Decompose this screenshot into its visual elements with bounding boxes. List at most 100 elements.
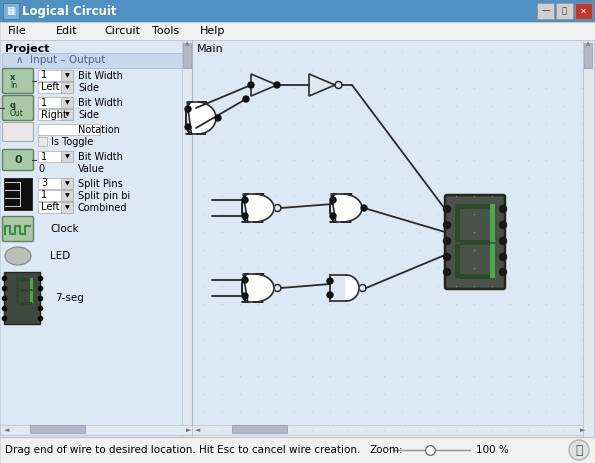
- Text: ▼: ▼: [65, 154, 70, 159]
- Text: ▲: ▲: [185, 41, 189, 46]
- Bar: [460, 204, 490, 209]
- Text: Left: Left: [41, 82, 60, 93]
- Text: Project: Project: [5, 44, 49, 54]
- Text: File: File: [8, 26, 27, 36]
- Text: ▼: ▼: [65, 181, 70, 186]
- Text: 1: 1: [41, 190, 47, 200]
- Circle shape: [443, 221, 450, 229]
- Text: 1: 1: [41, 70, 47, 81]
- FancyBboxPatch shape: [38, 97, 73, 108]
- Text: Side: Side: [78, 83, 99, 93]
- FancyBboxPatch shape: [556, 3, 573, 19]
- Text: Bit Width: Bit Width: [78, 98, 123, 108]
- Text: Value: Value: [78, 164, 105, 174]
- Circle shape: [242, 293, 248, 299]
- FancyBboxPatch shape: [0, 437, 595, 463]
- Circle shape: [185, 106, 191, 112]
- FancyBboxPatch shape: [0, 0, 595, 22]
- Circle shape: [327, 292, 333, 298]
- FancyBboxPatch shape: [0, 425, 192, 435]
- FancyBboxPatch shape: [584, 43, 592, 68]
- Bar: [30, 278, 33, 290]
- Polygon shape: [346, 275, 359, 301]
- Text: 0: 0: [38, 164, 44, 174]
- FancyBboxPatch shape: [583, 40, 594, 441]
- Polygon shape: [242, 274, 274, 302]
- Bar: [460, 274, 490, 279]
- Bar: [20, 278, 32, 281]
- FancyBboxPatch shape: [537, 3, 554, 19]
- Bar: [16, 278, 19, 290]
- Text: Logical Circuit: Logical Circuit: [22, 5, 117, 18]
- Text: 1: 1: [41, 151, 47, 162]
- Text: ►: ►: [580, 427, 585, 433]
- Circle shape: [215, 115, 221, 121]
- Text: Clock: Clock: [50, 224, 79, 234]
- FancyBboxPatch shape: [2, 150, 33, 170]
- Circle shape: [499, 238, 506, 244]
- Text: Right: Right: [41, 110, 67, 119]
- Text: Side: Side: [78, 110, 99, 120]
- Text: ◄: ◄: [4, 427, 10, 433]
- FancyBboxPatch shape: [61, 202, 73, 213]
- Circle shape: [248, 82, 254, 88]
- Text: Left: Left: [41, 202, 60, 213]
- FancyBboxPatch shape: [182, 40, 192, 441]
- Circle shape: [499, 254, 506, 261]
- Text: LED: LED: [50, 251, 70, 261]
- Circle shape: [242, 277, 248, 283]
- Text: ►: ►: [186, 427, 192, 433]
- Text: x: x: [10, 74, 15, 82]
- Circle shape: [242, 213, 248, 219]
- Bar: [16, 291, 19, 303]
- Circle shape: [330, 213, 336, 219]
- Polygon shape: [330, 194, 362, 222]
- Text: Split Pins: Split Pins: [78, 179, 123, 189]
- Circle shape: [242, 197, 248, 203]
- Circle shape: [327, 278, 333, 284]
- Circle shape: [274, 82, 280, 88]
- Bar: [30, 291, 33, 303]
- FancyBboxPatch shape: [2, 123, 33, 142]
- FancyBboxPatch shape: [445, 195, 505, 289]
- FancyBboxPatch shape: [61, 190, 73, 201]
- Circle shape: [443, 206, 450, 213]
- FancyBboxPatch shape: [38, 70, 73, 81]
- Circle shape: [443, 254, 450, 261]
- Text: Zoom:: Zoom:: [370, 445, 403, 455]
- FancyBboxPatch shape: [38, 124, 100, 135]
- Text: ▼: ▼: [65, 100, 70, 105]
- FancyBboxPatch shape: [183, 43, 191, 68]
- Text: Notation: Notation: [78, 125, 120, 135]
- FancyBboxPatch shape: [61, 82, 73, 93]
- FancyBboxPatch shape: [2, 217, 33, 242]
- Bar: [490, 204, 495, 242]
- FancyBboxPatch shape: [61, 178, 73, 189]
- FancyBboxPatch shape: [38, 202, 73, 213]
- Text: ▲: ▲: [586, 41, 590, 46]
- Text: Out: Out: [10, 108, 24, 118]
- Bar: [20, 289, 32, 292]
- Text: Main: Main: [197, 44, 224, 54]
- Text: Drag end of wire to desired location. Hit Esc to cancel wire creation.: Drag end of wire to desired location. Hi…: [5, 445, 361, 455]
- FancyBboxPatch shape: [38, 137, 47, 146]
- Text: In: In: [10, 81, 17, 90]
- Bar: [460, 240, 490, 245]
- Text: Is Toggle: Is Toggle: [51, 137, 93, 147]
- Text: 0: 0: [14, 155, 22, 165]
- Text: ▼: ▼: [65, 85, 70, 90]
- FancyBboxPatch shape: [232, 425, 287, 433]
- Text: —: —: [541, 6, 550, 15]
- Polygon shape: [186, 102, 216, 134]
- Text: Split pin bi: Split pin bi: [78, 191, 130, 201]
- FancyBboxPatch shape: [61, 109, 73, 120]
- FancyBboxPatch shape: [38, 82, 73, 93]
- FancyBboxPatch shape: [192, 40, 583, 431]
- Ellipse shape: [5, 247, 31, 265]
- FancyBboxPatch shape: [30, 425, 85, 433]
- Text: Combined: Combined: [78, 203, 127, 213]
- Text: Circuit: Circuit: [104, 26, 140, 36]
- Circle shape: [243, 96, 249, 102]
- Bar: [455, 204, 460, 242]
- Text: 3: 3: [41, 179, 47, 188]
